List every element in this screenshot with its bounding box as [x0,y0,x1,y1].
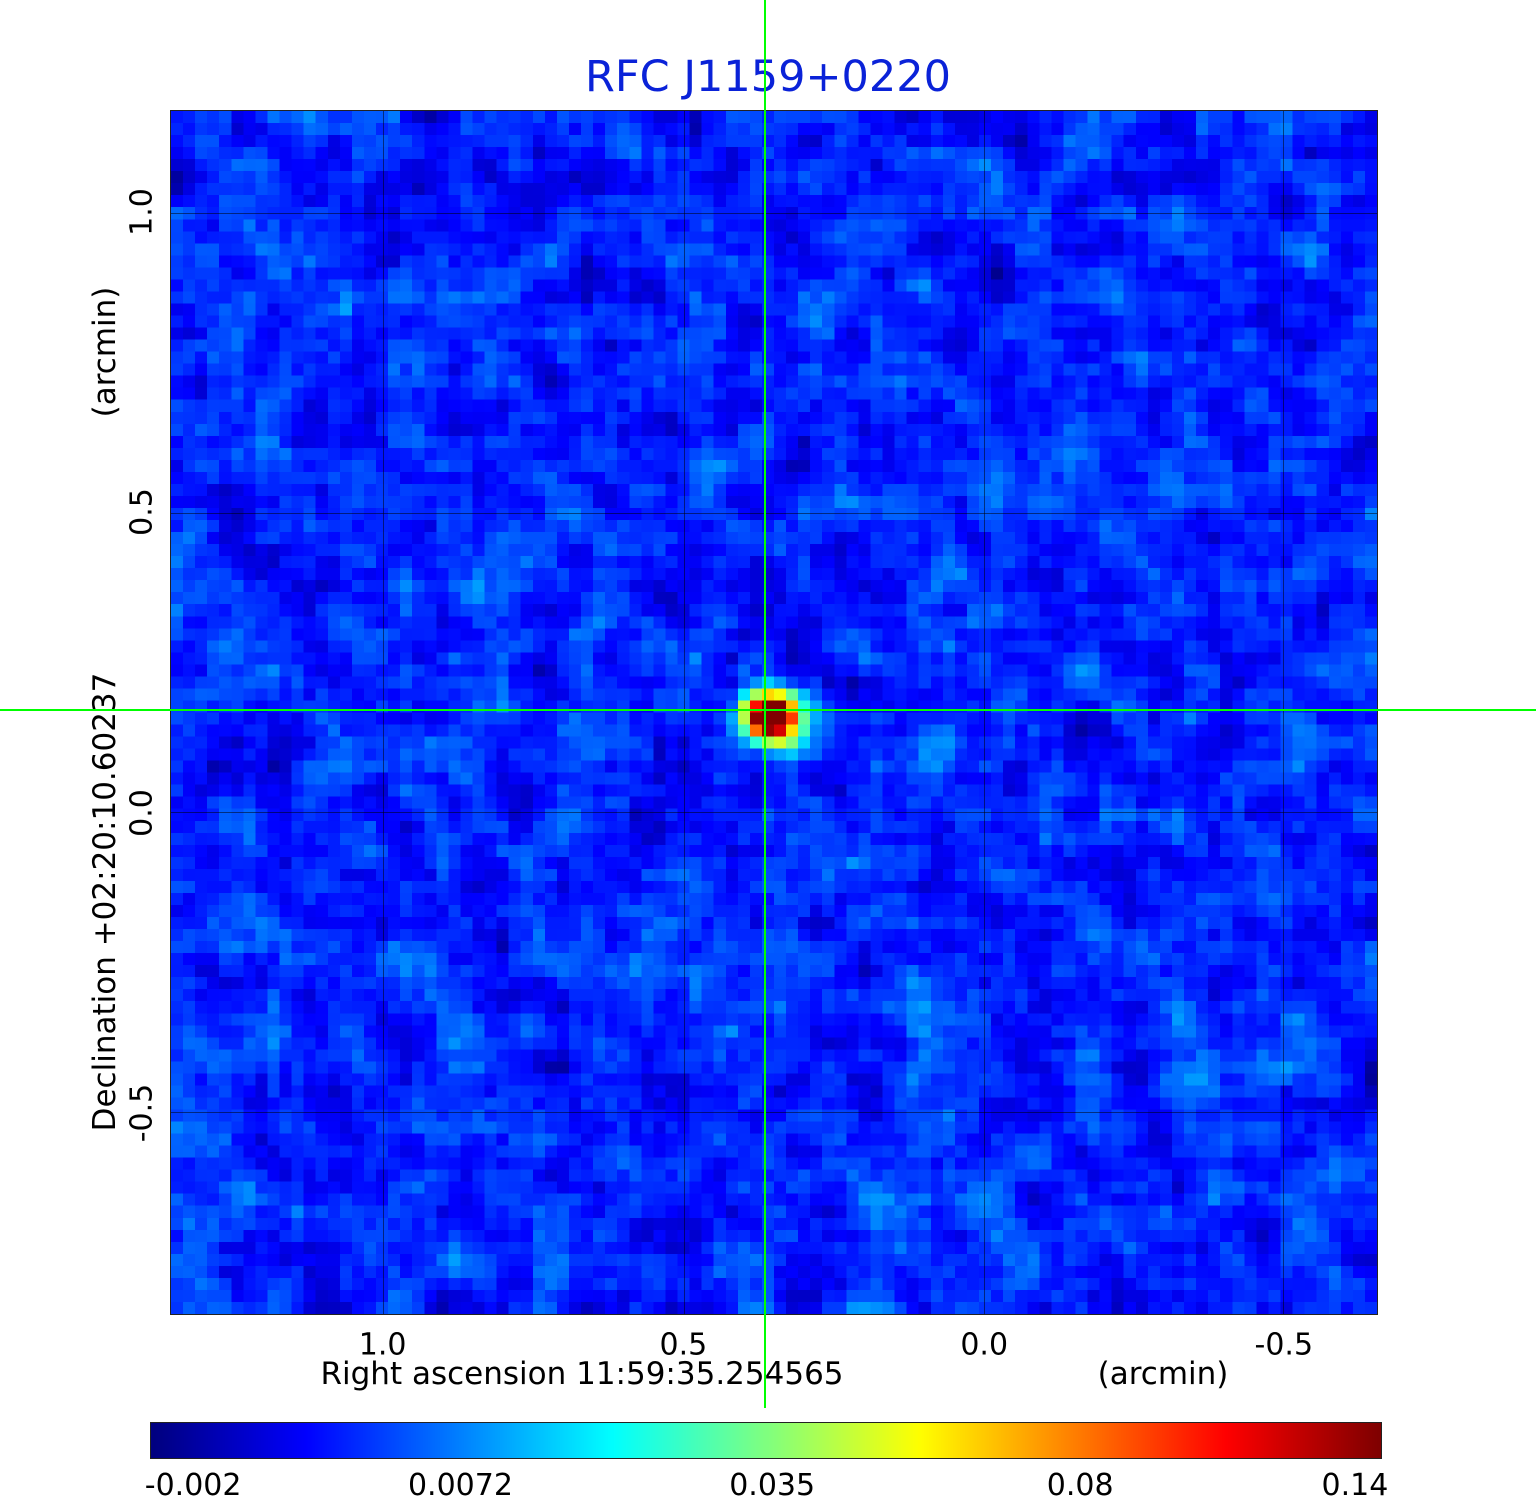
colorbar-gradient [151,1423,1381,1458]
gridline-vertical [983,111,985,1314]
colorbar-tick-label: 0.0072 [407,1468,513,1503]
x-tick-label: -0.5 [1254,1327,1314,1363]
colorbar-tick-label: -0.002 [144,1468,242,1503]
gridline-vertical [683,111,685,1314]
gridline-horizontal [171,512,1377,514]
colorbar-tick-label: 0.08 [1046,1468,1114,1503]
figure-title: RFC J1159+0220 [585,52,951,102]
y-tick-label: -0.5 [124,1083,160,1142]
gridline-horizontal [171,812,1377,814]
y-axis-label: Declination +02:20:10.60237 [87,672,123,1132]
gridline-horizontal [171,213,1377,215]
gridline-vertical [383,111,385,1314]
x-tick-label: 1.0 [358,1327,407,1363]
y-axis-unit-label: (arcmin) [87,286,123,418]
x-axis-label: Right ascension 11:59:35.254565 [320,1356,844,1392]
gridline-vertical [1282,111,1284,1314]
sky-map-image [171,111,1377,1314]
x-tick-label: 0.5 [659,1327,708,1363]
y-tick-label: 1.0 [124,188,160,237]
sky-map-plot [170,110,1378,1315]
colorbar-tick-label: 0.14 [1321,1468,1389,1503]
y-tick-label: 0.0 [124,788,160,837]
crosshair-vertical-line [764,0,767,1408]
crosshair-horizontal-line [0,709,1536,712]
x-axis-unit-label: (arcmin) [1097,1356,1229,1392]
x-tick-label: 0.0 [960,1327,1009,1363]
y-tick-label: 0.5 [124,488,160,537]
gridline-horizontal [171,1111,1377,1113]
colorbar [150,1422,1382,1459]
colorbar-tick-label: 0.035 [729,1468,816,1503]
